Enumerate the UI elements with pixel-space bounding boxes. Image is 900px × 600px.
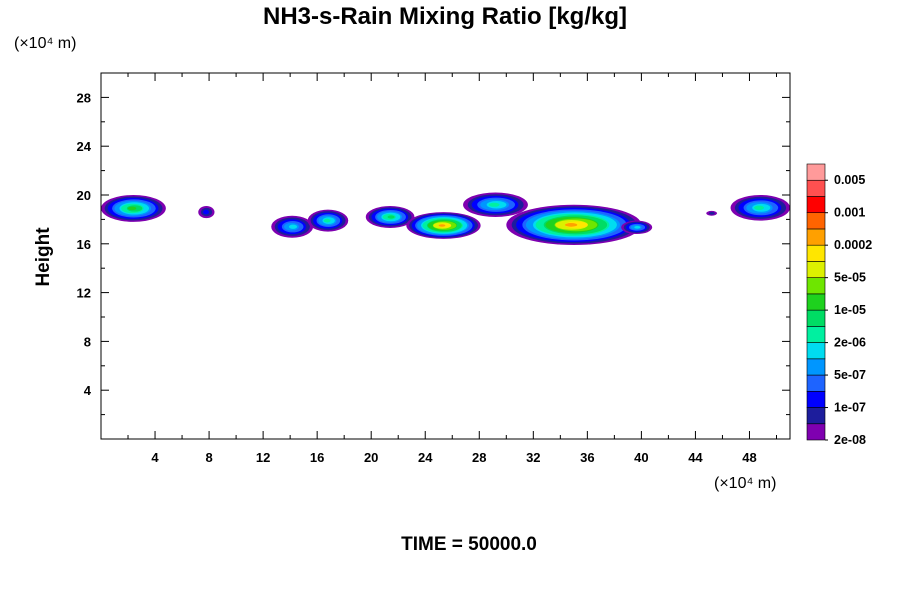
y-tick-label: 16 [77, 237, 91, 252]
contour-cell [101, 195, 166, 222]
colorbar-swatch [806, 423, 826, 441]
y-unit-label: (×10⁴ m) [14, 35, 76, 52]
x-tick-label: 36 [580, 450, 594, 465]
contour-cell [406, 212, 481, 239]
colorbar-label: 2e-06 [834, 336, 866, 350]
x-tick-label: 12 [256, 450, 270, 465]
x-tick-label: 32 [526, 450, 540, 465]
colorbar-label: 1e-05 [834, 303, 866, 317]
contour-level [488, 202, 500, 207]
plot-frame [100, 72, 791, 440]
x-unit-label: (×10⁴ m) [714, 475, 776, 492]
colorbar-swatch [806, 244, 826, 262]
colorbar-swatch [806, 261, 826, 278]
contour-cell [463, 192, 528, 217]
x-tick-label: 44 [688, 450, 703, 465]
y-tick-label: 8 [84, 334, 91, 349]
colorbar-swatch [806, 196, 826, 214]
colorbar-swatch [806, 342, 826, 360]
contour-level [288, 224, 298, 229]
y-tick-label: 12 [77, 286, 91, 301]
colorbar-swatch [806, 293, 826, 311]
colorbar-label: 1e-07 [834, 401, 866, 415]
x-tick-label: 40 [634, 450, 648, 465]
contour-level [127, 206, 137, 211]
y-tick-label: 20 [77, 188, 91, 203]
contour-cell [730, 195, 790, 221]
contour-cell [198, 205, 215, 219]
contour-cell [307, 209, 349, 232]
contour-cell [706, 210, 718, 216]
y-tick-label: 28 [77, 90, 91, 105]
contour-level [323, 218, 331, 223]
contour-cell [365, 205, 415, 228]
contour-level [565, 223, 578, 227]
colorbar-swatch [806, 390, 826, 408]
colorbar-label: 0.0002 [834, 238, 872, 252]
contour-cell [271, 215, 314, 238]
contour-level [387, 215, 395, 219]
colorbar-swatch [806, 309, 826, 327]
colorbar-swatch [806, 179, 826, 197]
x-tick-label: 24 [418, 450, 433, 465]
colorbar-swatch [806, 407, 826, 425]
x-tick-label: 20 [364, 450, 378, 465]
colorbar-label: 0.005 [834, 173, 865, 187]
colorbar-swatch [806, 374, 826, 392]
contour-cells [101, 192, 790, 246]
contour-level [754, 205, 765, 210]
x-tick-label: 4 [151, 450, 159, 465]
y-tick-label: 4 [84, 383, 92, 398]
contour-cell [621, 220, 653, 235]
colorbar-label: 2e-08 [834, 433, 866, 447]
contour-level [203, 209, 210, 215]
colorbar: 0.005 0.001 0.0002 5e-05 1e-05 2e-06 5e-07 1e-0… [806, 163, 872, 447]
colorbar-swatch [806, 358, 826, 376]
y-tick-label: 24 [77, 139, 92, 154]
x-tick-label: 16 [310, 450, 324, 465]
colorbar-label: 5e-05 [834, 271, 866, 285]
colorbar-swatch [806, 228, 826, 246]
contour-level [708, 211, 715, 215]
y-axis-label: Height [33, 227, 54, 287]
colorbar-label: 5e-07 [834, 368, 866, 382]
colorbar-swatch [806, 326, 826, 343]
contour-level [438, 224, 446, 227]
time-label: TIME = 50000.0 [401, 534, 537, 555]
x-tick-label: 28 [472, 450, 486, 465]
colorbar-swatch [806, 277, 826, 295]
x-tick-label: 8 [205, 450, 212, 465]
contour-cell [506, 204, 642, 246]
colorbar-swatch [806, 212, 826, 230]
x-tick-label: 48 [742, 450, 756, 465]
contour-level [634, 226, 641, 229]
colorbar-swatch [806, 163, 826, 181]
chart-title: NH3-s-Rain Mixing Ratio [kg/kg] [263, 3, 627, 30]
colorbar-label: 0.001 [834, 206, 865, 220]
